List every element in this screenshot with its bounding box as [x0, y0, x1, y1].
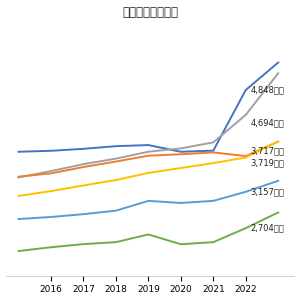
Text: 3,157万円: 3,157万円 [250, 187, 284, 196]
Text: 3,717万円: 3,717万円 [250, 146, 285, 155]
Text: 3,719万円: 3,719万円 [250, 159, 284, 168]
Title: 所要資金（全国）: 所要資金（全国） [122, 6, 178, 19]
Text: 4,848万円: 4,848万円 [250, 85, 284, 94]
Text: 2,704万円: 2,704万円 [250, 224, 284, 233]
Text: 4,694万円: 4,694万円 [250, 119, 284, 128]
